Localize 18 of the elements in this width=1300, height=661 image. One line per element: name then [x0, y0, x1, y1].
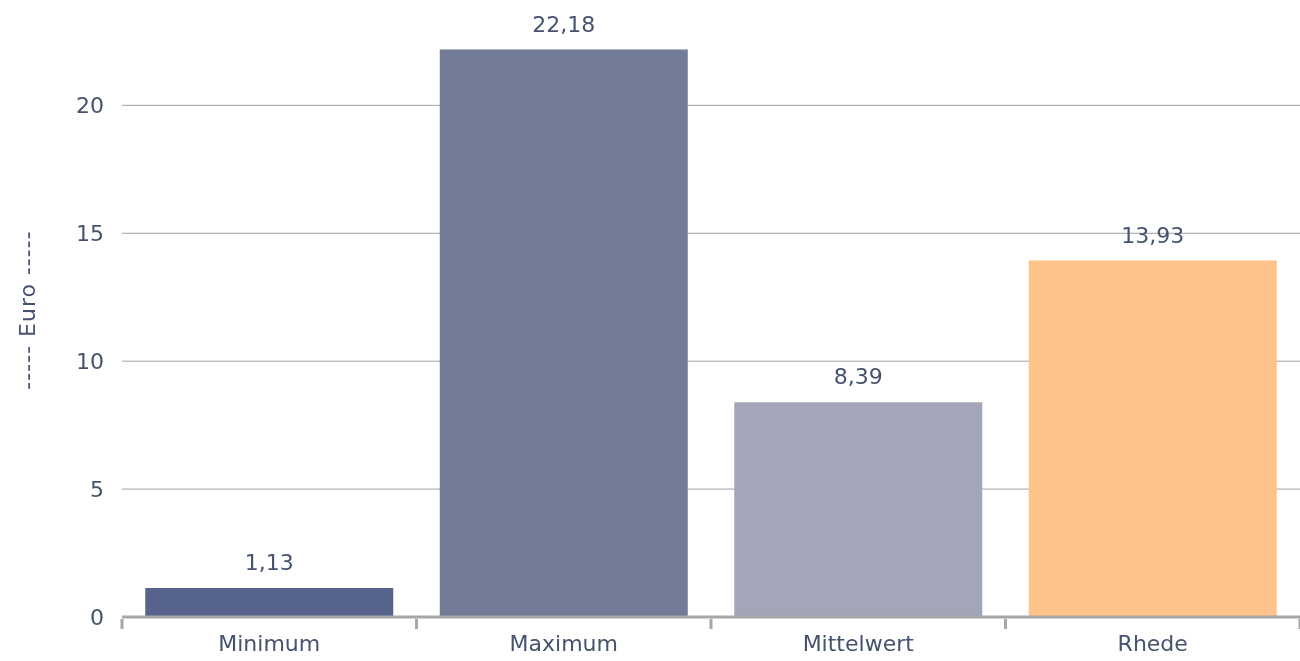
- bar: [145, 588, 394, 617]
- x-tick-label: Rhede: [1117, 631, 1188, 656]
- data-label: 22,18: [532, 11, 596, 37]
- y-tick-label: 15: [76, 221, 104, 247]
- y-tick-label: 0: [90, 604, 104, 630]
- x-tick-label: Mittelwert: [802, 631, 915, 656]
- data-label: 1,13: [244, 550, 294, 576]
- x-tick-label: Minimum: [218, 631, 321, 656]
- y-tick-label: 10: [76, 348, 104, 374]
- bar: [1028, 260, 1277, 617]
- data-label: 8,39: [833, 364, 883, 390]
- data-label: 13,93: [1121, 222, 1185, 248]
- y-tick-label: 5: [90, 476, 104, 502]
- y-tick-label: 20: [76, 93, 104, 119]
- bar: [439, 49, 688, 617]
- x-tick-label: Maximum: [509, 631, 618, 656]
- bar: [734, 402, 983, 617]
- y-axis-title: ----- Euro -----: [14, 230, 40, 390]
